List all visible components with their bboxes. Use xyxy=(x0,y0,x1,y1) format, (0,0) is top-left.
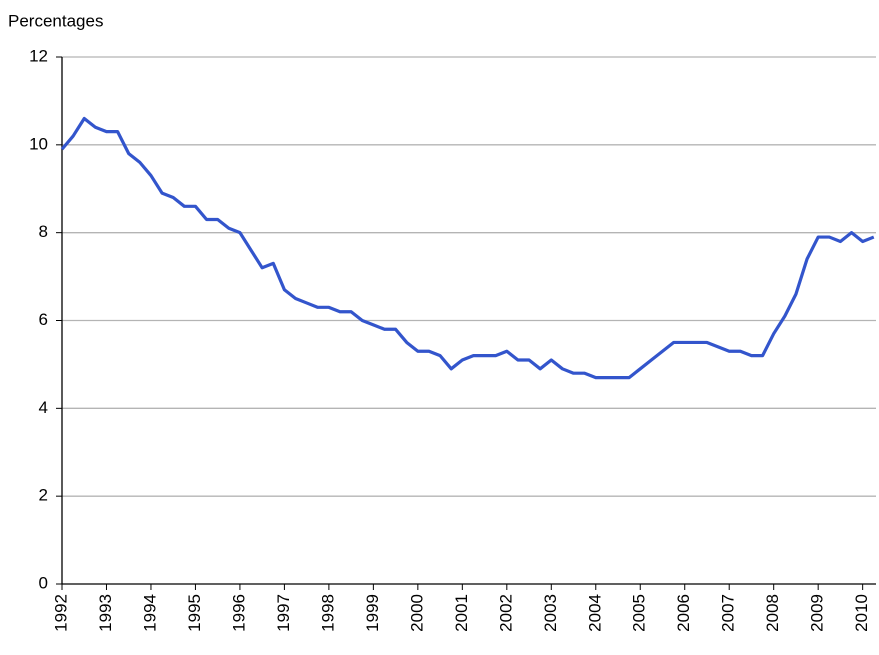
y-tick-label: 10 xyxy=(29,134,48,153)
y-tick-label: 12 xyxy=(29,46,48,65)
x-tick-label: 2002 xyxy=(496,594,515,632)
y-tick-label: 8 xyxy=(39,222,48,241)
x-tick-label: 2006 xyxy=(674,594,693,632)
x-tick-label: 2009 xyxy=(808,594,827,632)
y-tick-label: 0 xyxy=(39,573,48,592)
x-tick-label: 1993 xyxy=(96,594,115,632)
x-tick-label: 2010 xyxy=(852,594,871,632)
x-tick-label: 2005 xyxy=(630,594,649,632)
x-tick-label: 2003 xyxy=(541,594,560,632)
x-tick-label: 2004 xyxy=(585,594,604,632)
data-line xyxy=(60,116,875,380)
x-tick-label: 1996 xyxy=(229,594,248,632)
y-tick-label: 4 xyxy=(39,398,48,417)
y-tick-label: 2 xyxy=(39,486,48,505)
x-tick-label: 1998 xyxy=(318,594,337,632)
x-tick-label: 2001 xyxy=(452,594,471,632)
x-tick-label: 1992 xyxy=(51,594,70,632)
x-tick-label: 2000 xyxy=(407,594,426,632)
y-tick-label: 6 xyxy=(39,310,48,329)
y-axis-label: Percentages xyxy=(8,11,103,30)
x-tick-label: 1999 xyxy=(363,594,382,632)
x-tick-label: 2008 xyxy=(763,594,782,632)
x-tick-label: 1995 xyxy=(185,594,204,632)
x-tick-label: 2007 xyxy=(719,594,738,632)
x-tick-label: 1997 xyxy=(274,594,293,632)
x-tick-label: 1994 xyxy=(140,594,159,632)
